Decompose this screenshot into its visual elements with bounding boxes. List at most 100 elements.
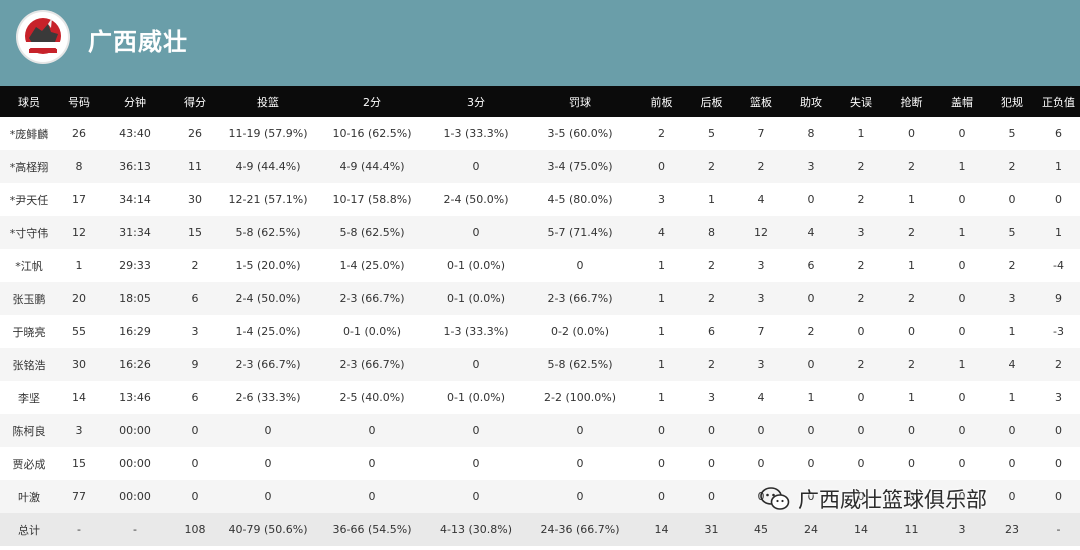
column-header: 得分 [184, 95, 206, 109]
stat-cell: 4-9 (44.4%) [339, 160, 405, 173]
stat-cell: -4 [1053, 259, 1064, 272]
stat-cell: 15 [72, 457, 86, 470]
stat-cell: 6 [191, 292, 199, 305]
column-header: 盖帽 [951, 95, 973, 109]
totals-cell: - [77, 523, 81, 536]
player-name-cell: 叶激 [18, 490, 40, 504]
stat-cell: 0 [658, 457, 665, 470]
stat-cell: 0 [472, 457, 480, 470]
stat-cell: 0 [807, 424, 815, 437]
player-name-cell: *尹天任 [9, 193, 49, 207]
stat-cell: 2-3 (66.7%) [235, 358, 301, 371]
stat-cell: 4 [1008, 358, 1016, 371]
stat-cell: 5-8 (62.5%) [547, 358, 613, 371]
stat-cell: 2 [708, 160, 715, 173]
stat-cell: 5 [1008, 127, 1016, 140]
stat-cell: 0-1 (0.0%) [447, 391, 505, 404]
stat-cell: 1 [658, 259, 665, 272]
totals-cell: 4-13 (30.8%) [440, 523, 512, 536]
stat-cell: 3 [1055, 391, 1062, 404]
stat-cell: 1 [1055, 226, 1062, 239]
stat-cell: 00:00 [119, 490, 151, 503]
stat-cell: 1-4 (25.0%) [235, 325, 301, 338]
stat-cell: 0 [958, 127, 966, 140]
column-header: 正负值 [1042, 95, 1075, 109]
stat-cell: 0 [857, 490, 865, 503]
stat-cell: 1 [658, 325, 665, 338]
stat-cell: 43:40 [119, 127, 151, 140]
stat-cell: 0 [958, 259, 966, 272]
stat-cell: 3 [708, 391, 715, 404]
stat-cell: 2 [658, 127, 665, 140]
totals-cell: 11 [904, 523, 919, 536]
stat-cell: 31:34 [119, 226, 151, 239]
stat-cell: 0 [658, 424, 665, 437]
stat-cell: 0 [264, 424, 272, 437]
stat-cell: 30 [188, 193, 202, 206]
totals-label-cell: 总计 [18, 523, 40, 537]
wechat-icon [760, 487, 790, 510]
stat-cell: 0 [472, 160, 480, 173]
stat-cell: 1 [958, 226, 966, 239]
stat-cell: 1 [708, 193, 715, 206]
player-name-cell: 张铭浩 [12, 358, 46, 372]
stat-cell: 4 [807, 226, 815, 239]
stat-cell: 5-8 (62.5%) [235, 226, 301, 239]
stat-cell: 0 [857, 424, 865, 437]
stat-cell: 2 [908, 358, 915, 371]
stat-cell: 2 [908, 226, 915, 239]
stat-cell: 3-4 (75.0%) [547, 160, 613, 173]
stat-cell: 2 [191, 259, 199, 272]
stat-cell: 26 [72, 127, 86, 140]
stat-cell: 2-2 (100.0%) [544, 391, 616, 404]
stat-cell: 2 [857, 292, 865, 305]
stat-cell: 0 [264, 490, 272, 503]
stat-cell: 11-19 (57.9%) [228, 127, 308, 140]
stat-cell: 1 [908, 193, 915, 206]
column-header: 助攻 [800, 95, 822, 109]
totals-cell: 23 [1005, 523, 1019, 536]
player-name-cell: 于晓亮 [12, 325, 46, 339]
stat-cell: 0 [472, 424, 480, 437]
stat-cell: 16:26 [119, 358, 151, 371]
stat-cell: 0 [757, 424, 765, 437]
stat-cell: 0 [908, 424, 915, 437]
stat-cell: 0 [807, 358, 815, 371]
stat-cell: 12 [754, 226, 768, 239]
totals-cell: 31 [704, 523, 719, 536]
stat-cell: 0 [472, 358, 480, 371]
totals-cell: 14 [654, 523, 669, 536]
totals-cell: - [1056, 523, 1061, 536]
totals-cell: - [133, 523, 137, 536]
team-logo [18, 12, 68, 62]
stat-cell: 2-3 (66.7%) [339, 292, 405, 305]
stat-cell: 0 [857, 391, 865, 404]
stat-cell: 2 [708, 292, 715, 305]
stat-cell: 0 [857, 457, 865, 470]
column-header: 分钟 [124, 95, 146, 109]
stat-cell: 8 [708, 226, 715, 239]
rhino-logo-icon [20, 14, 66, 60]
stat-cell: 18:05 [119, 292, 151, 305]
stat-cell: 1 [1008, 391, 1016, 404]
stat-cell: 0 [908, 127, 915, 140]
table-row: 于晓亮 55 16:29 3 1-4 (25.0%) 0-1 (0.0%) 1-3 (33.… [0, 315, 1080, 348]
stat-cell: 1 [658, 358, 665, 371]
stat-cell: 3 [1008, 292, 1016, 305]
stat-cell: 5 [1008, 226, 1016, 239]
stat-cell: 34:14 [119, 193, 151, 206]
stat-cell: 26 [188, 127, 202, 140]
watermark: 广西威壮篮球俱乐部 [760, 484, 987, 514]
box-score-table: 球员 号码 分钟 得分 投篮 2分 3分 罚球 前板 后板 篮板 助攻 失误 抢断 盖帽 犯规 正负值 *庞鲱麟… [0, 86, 1080, 546]
stat-cell: 15 [188, 226, 202, 239]
column-header: 抢断 [900, 95, 923, 109]
stat-cell: 0 [908, 457, 915, 470]
stat-cell: 0 [1008, 490, 1016, 503]
stat-cell: 17 [72, 193, 86, 206]
stat-cell: 2 [908, 160, 915, 173]
stat-cell: 0-2 (0.0%) [551, 325, 609, 338]
stat-cell: 2 [1008, 259, 1016, 272]
stat-cell: 2-4 (50.0%) [443, 193, 509, 206]
stat-cell: 9 [191, 358, 199, 371]
totals-cell: 45 [754, 523, 768, 536]
